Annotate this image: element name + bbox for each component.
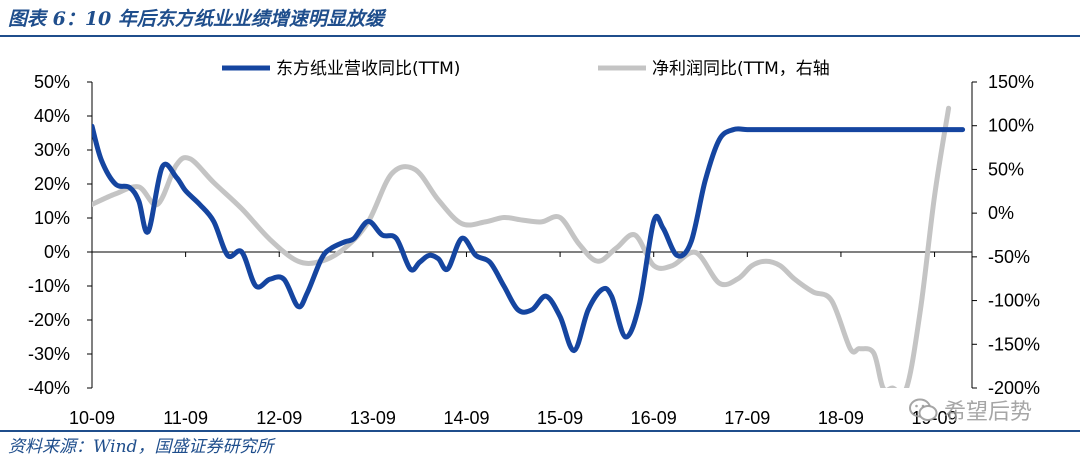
right-tick-label: 100% xyxy=(988,116,1034,136)
left-tick-label: 30% xyxy=(34,140,70,160)
right-tick-label: 50% xyxy=(988,159,1024,179)
right-tick-label: -150% xyxy=(988,334,1040,354)
figure-title: 图表 6：10 年后东方纸业业绩增速明显放缓 xyxy=(8,8,384,30)
right-tick-label: -200% xyxy=(988,378,1040,398)
left-tick-label: -10% xyxy=(28,276,70,296)
line-chart: 东方纸业营收同比(TTM) 净利润同比(TTM，右轴 50% 40% 30% 20% 1… xyxy=(28,59,1040,428)
source-rule xyxy=(0,430,1080,432)
x-tick-label: 15-09 xyxy=(537,408,583,428)
watermark-text: 希望后势 xyxy=(944,400,1033,425)
series-line-profit xyxy=(92,105,952,388)
x-tick-label: 11-09 xyxy=(163,408,208,428)
left-tick-label: -20% xyxy=(28,310,70,330)
right-tick-label: -50% xyxy=(988,247,1030,267)
left-tick-label: -30% xyxy=(28,344,70,364)
legend-label-profit: 净利润同比(TTM，右轴 xyxy=(652,59,830,79)
left-tick-label: 20% xyxy=(34,174,70,194)
left-tick-label: 0% xyxy=(44,242,70,262)
right-tick-label: 0% xyxy=(988,203,1014,223)
x-tick-label: 10-09 xyxy=(69,408,115,428)
watermark: 希望后势 xyxy=(908,394,1032,426)
chart-axes: 50% 40% 30% 20% 10% 0% -10% -20% -30% -40% 150% 100… xyxy=(28,72,1040,428)
x-tick-label: 16-09 xyxy=(631,408,677,428)
source-note: 资料来源：Wind，国盛证券研究所 xyxy=(8,437,274,457)
x-tick-label: 17-09 xyxy=(724,408,770,428)
left-tick-label: 50% xyxy=(34,72,70,92)
left-tick-label: 40% xyxy=(34,106,70,126)
x-tick-label: 14-09 xyxy=(443,408,489,428)
x-tick-label: 18-09 xyxy=(818,408,864,428)
x-tick-label: 13-09 xyxy=(350,408,396,428)
title-rule xyxy=(0,35,1080,37)
right-tick-label: 150% xyxy=(988,72,1034,92)
x-tick-label: 12-09 xyxy=(256,408,302,428)
chart-legend: 东方纸业营收同比(TTM) 净利润同比(TTM，右轴 xyxy=(222,59,830,79)
left-tick-label: 10% xyxy=(34,208,70,228)
plot-area xyxy=(92,105,966,388)
legend-label-revenue: 东方纸业营收同比(TTM) xyxy=(276,59,460,79)
wechat-icon xyxy=(909,398,938,421)
series-line-revenue xyxy=(92,123,966,354)
left-tick-label: -40% xyxy=(28,378,70,398)
right-tick-label: -100% xyxy=(988,291,1040,311)
